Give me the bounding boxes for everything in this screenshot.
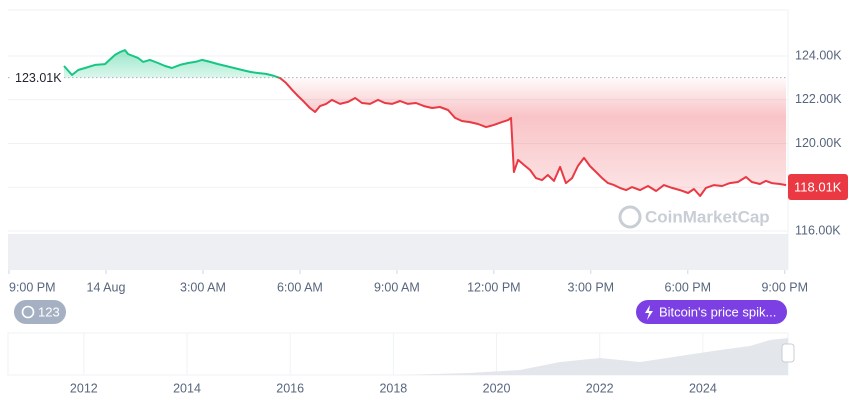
- navigator-handle[interactable]: [781, 343, 795, 363]
- navigator-year: 2014: [173, 381, 201, 395]
- y-tick-label: 122.00K: [795, 92, 842, 106]
- area-fill: [63, 50, 787, 196]
- watermark-text: CoinMarketCap: [645, 207, 770, 226]
- baseline-label: 123.01K: [15, 71, 62, 85]
- x-tick-label: 6:00 PM: [665, 280, 712, 294]
- navigator-area: [8, 338, 788, 375]
- price-line: [63, 49, 787, 197]
- y-tick-label: 124.00K: [795, 48, 842, 62]
- event-text: Bitcoin's price spik...: [659, 304, 776, 319]
- x-tick-label: 3:00 PM: [568, 280, 615, 294]
- volume-area: [8, 234, 788, 270]
- y-tick-label: 116.00K: [795, 223, 841, 237]
- x-tick-label: 12:00 PM: [467, 280, 521, 294]
- x-tick-label: 6:00 AM: [277, 280, 323, 294]
- x-tick-label: 14 Aug: [87, 280, 126, 294]
- navigator-year: 2024: [689, 381, 717, 395]
- history-badge[interactable]: 123: [14, 300, 66, 324]
- history-count: 123: [38, 304, 60, 319]
- x-tick-label: 9:00 PM: [9, 280, 56, 294]
- event-badge[interactable]: Bitcoin's price spik...: [636, 300, 787, 324]
- y-tick-label: 120.00K: [795, 136, 842, 150]
- watermark: CoinMarketCap: [618, 205, 770, 229]
- last-price-label: 118.01K: [794, 179, 842, 194]
- x-tick-label: 3:00 AM: [180, 280, 226, 294]
- x-tick-label: 9:00 AM: [374, 280, 420, 294]
- navigator-year: 2018: [379, 381, 407, 395]
- baseline-label-bg: [12, 68, 64, 87]
- last-price-tag: [788, 174, 848, 201]
- navigator-year: 2012: [70, 381, 98, 395]
- navigator-year: 2016: [276, 381, 304, 395]
- x-tick-label: 9:00 PM: [761, 280, 808, 294]
- navigator-year: 2020: [483, 381, 511, 395]
- navigator-year: 2022: [586, 381, 614, 395]
